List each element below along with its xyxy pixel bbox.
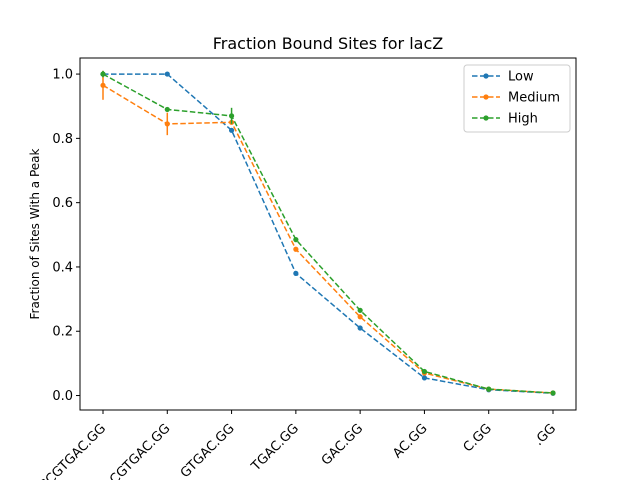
- data-point: [228, 127, 235, 133]
- plot-frame: [79, 57, 577, 411]
- data-point: [293, 246, 299, 252]
- legend-swatch-marker: [483, 115, 489, 121]
- data-point: [421, 375, 428, 381]
- data-point: [164, 121, 170, 127]
- y-tick-label: 1.0: [52, 68, 73, 83]
- data-point: [100, 82, 106, 88]
- data-point: [357, 314, 363, 320]
- legend: Low Medium High: [463, 64, 571, 133]
- data-point: [164, 106, 170, 113]
- legend-swatch-marker: [483, 94, 489, 100]
- data-point: [228, 113, 235, 119]
- data-point: [293, 270, 299, 276]
- data-point: [293, 237, 299, 243]
- y-axis-label: Fraction of Sites With a Peak: [28, 148, 42, 319]
- data-point: [421, 368, 428, 375]
- chart-title: Fraction Bound Sites for lacZ: [213, 34, 444, 53]
- series-line-low: [103, 73, 554, 395]
- y-tick-label: 0.4: [52, 260, 73, 275]
- data-point: [550, 390, 556, 396]
- y-tick-label: 0.0: [52, 389, 73, 404]
- legend-swatch-marker: [483, 73, 489, 79]
- data-point: [164, 71, 170, 77]
- data-point: [357, 325, 363, 331]
- legend-label: Medium: [508, 91, 560, 106]
- series-line-high: [102, 73, 554, 394]
- legend-label: Low: [508, 70, 534, 85]
- legend-label: High: [508, 112, 538, 127]
- legend-box: [463, 64, 571, 133]
- y-tick-label: 0.6: [52, 196, 73, 211]
- data-point: [486, 386, 492, 392]
- data-point: [357, 307, 363, 313]
- y-tick-label: 0.8: [52, 132, 73, 147]
- y-tick-label: 0.2: [52, 325, 73, 340]
- data-point: [100, 71, 106, 77]
